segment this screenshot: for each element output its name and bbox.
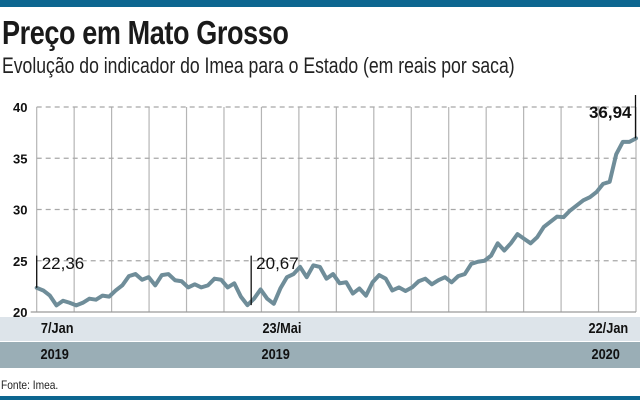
date-band xyxy=(0,317,640,341)
top-bar xyxy=(0,0,640,7)
x-tick-year-start: 2019 xyxy=(40,346,69,363)
source-note: Fonte: Imea. xyxy=(1,378,59,392)
line-chart: 20 25 30 35 40 22,36 20,67 36,94 xyxy=(13,95,638,320)
y-tick-label: 40 xyxy=(13,100,27,115)
annotation-label: 36,94 xyxy=(589,103,632,122)
annotation-label: 22,36 xyxy=(42,254,85,273)
bottom-bar xyxy=(0,396,640,400)
x-tick-label-mid: 23/Mai xyxy=(262,320,302,337)
y-tick-label: 35 xyxy=(13,151,27,166)
y-tick-label: 25 xyxy=(13,254,27,269)
chart-subtitle: Evolução do indicador do Imea para o Est… xyxy=(2,53,515,78)
annotation-label: 20,67 xyxy=(256,254,299,273)
price-line xyxy=(34,136,638,308)
x-tick-year-mid: 2019 xyxy=(261,346,290,363)
x-tick-label-end: 22/Jan xyxy=(588,320,629,337)
y-tick-label: 30 xyxy=(13,203,27,218)
y-tick-label: 20 xyxy=(13,305,27,320)
x-tick-label-start: 7/Jan xyxy=(40,320,74,337)
year-band xyxy=(0,342,640,368)
chart-title: Preço em Mato Grosso xyxy=(2,14,289,51)
x-tick-year-end: 2020 xyxy=(591,346,620,363)
